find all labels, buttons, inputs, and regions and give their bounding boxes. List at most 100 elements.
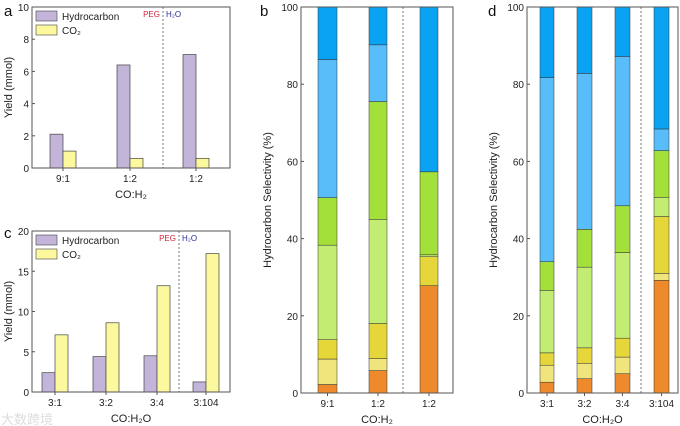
stack-segment: [614, 356, 631, 374]
x-axis-label: CO:H₂O: [582, 414, 623, 426]
peg-label: PEG: [143, 10, 160, 19]
x-tick-label: 3:104: [649, 399, 674, 410]
x-tick-label: 3:4: [150, 398, 164, 409]
legend-swatch: [35, 248, 58, 260]
stack-segment: [539, 77, 555, 263]
legend-label: Hydrocarbon: [62, 12, 119, 23]
x-tick-label: 3:4: [616, 399, 630, 410]
stack-segment: [368, 101, 388, 220]
stack-segment: [317, 244, 338, 340]
x-axis-label: CO:H₂O: [111, 413, 152, 425]
stack-segment: [368, 44, 388, 102]
y-tick-label: 40: [513, 235, 525, 246]
x-tick-label: 1:2: [422, 399, 436, 410]
stack-segment: [614, 337, 631, 358]
y-tick-label: 20: [287, 312, 299, 323]
stack-segment: [317, 6, 338, 60]
co2-bar: [205, 253, 220, 393]
y-tick-label: 0: [518, 389, 524, 400]
panel-b: b 9:1 1:2 1:2 0 20 40 60 80 100 CO:H₂ Hydrocarbon S…: [260, 3, 454, 426]
x-tick-label: 3:1: [48, 398, 62, 409]
stack-segment: [539, 381, 555, 394]
stack-segment: [653, 280, 670, 394]
y-tick-label: 20: [18, 227, 30, 238]
stack-segment: [317, 197, 338, 246]
y-tick-label: 4: [23, 100, 29, 111]
y-axis-label: Hydrocarbon Selectivity (%): [488, 132, 500, 268]
hydrocarbon-bar: [182, 54, 197, 169]
watermark: 大数跨境: [1, 412, 53, 426]
stack-segment: [653, 6, 670, 130]
panel-d: d 3:1 3:2 3:4 3:104 0 20 40 60 80 100 CO:H₂O Hydroca…: [488, 3, 679, 426]
stack-segment: [419, 171, 439, 256]
hydrocarbon-bar: [41, 372, 56, 393]
stack-segment: [614, 56, 631, 207]
stack-segment: [576, 363, 593, 379]
stack-segment: [539, 261, 555, 291]
y-tick-label: 80: [513, 80, 525, 91]
stack-segment: [614, 252, 631, 339]
stack-segment: [539, 364, 555, 383]
legend-label: Hydrocarbon: [62, 236, 119, 247]
plot-frame: [526, 6, 679, 394]
co2-bar: [129, 157, 144, 169]
panel-letter: b: [260, 3, 268, 20]
y-axis-label: Yield (mmol): [3, 281, 15, 342]
y-tick-label: 15: [18, 267, 30, 278]
stack-segment: [317, 339, 338, 360]
hydrocarbon-bar: [49, 133, 64, 169]
panel-a: a 9:1 1:2 1:2 0 2 4 6 8 10 CO:H₂ Yield (mmol) PEG H₂O…: [3, 3, 231, 201]
hydrocarbon-bar: [116, 64, 131, 169]
stack-segment: [419, 285, 439, 394]
co2-bar: [105, 322, 120, 393]
stack-segment: [576, 266, 593, 349]
y-tick-label: 10: [18, 308, 30, 319]
stack-segment: [419, 6, 439, 173]
y-axis-label: Yield (mmol): [3, 57, 15, 118]
plot-frame: [300, 6, 454, 394]
h2o-label: H₂O: [166, 10, 181, 19]
x-tick-label: 1:2: [371, 399, 385, 410]
y-tick-label: 10: [18, 3, 30, 14]
stack-segment: [653, 216, 670, 274]
stack-segment: [317, 358, 338, 385]
stack-segment: [653, 150, 670, 198]
plot-frame: [31, 6, 231, 169]
hydrocarbon-bar: [192, 381, 207, 393]
legend-swatch: [35, 234, 58, 246]
hydrocarbon-bar: [92, 356, 107, 393]
y-tick-label: 5: [23, 348, 29, 359]
stack-segment: [576, 378, 593, 394]
legend-swatch: [35, 24, 58, 36]
stack-segment: [653, 197, 670, 217]
stack-segment: [368, 6, 388, 46]
stack-segment: [653, 273, 670, 281]
y-tick-label: 0: [292, 389, 298, 400]
stack-segment: [317, 59, 338, 198]
panel-letter: d: [488, 3, 496, 20]
y-tick-label: 60: [513, 157, 525, 168]
stack-segment: [368, 323, 388, 359]
legend-label: CO₂: [62, 250, 81, 261]
x-tick-label: 3:1: [540, 399, 554, 410]
y-tick-label: 6: [23, 67, 29, 78]
stack-segment: [576, 347, 593, 364]
stack-segment: [576, 73, 593, 230]
y-axis-label: Hydrocarbon Selectivity (%): [262, 132, 274, 268]
stack-segment: [576, 6, 593, 74]
legend-label: CO₂: [62, 26, 81, 37]
stack-segment: [317, 384, 338, 394]
y-tick-label: 100: [507, 3, 524, 14]
panel-c: c 3:1 3:2 3:4 3:104 0 5 10 15 20 CO:H₂O Yield (mmol…: [3, 225, 231, 425]
x-tick-label: 3:2: [99, 398, 113, 409]
peg-label: PEG: [159, 234, 176, 243]
co2-bar: [195, 157, 210, 169]
x-tick-label: 3:104: [193, 398, 218, 409]
x-axis-label: CO:H₂: [115, 189, 147, 201]
co2-bar: [156, 285, 171, 393]
stack-segment: [614, 205, 631, 253]
y-tick-label: 60: [287, 157, 299, 168]
legend-swatch: [35, 10, 58, 22]
stack-segment: [653, 128, 670, 151]
